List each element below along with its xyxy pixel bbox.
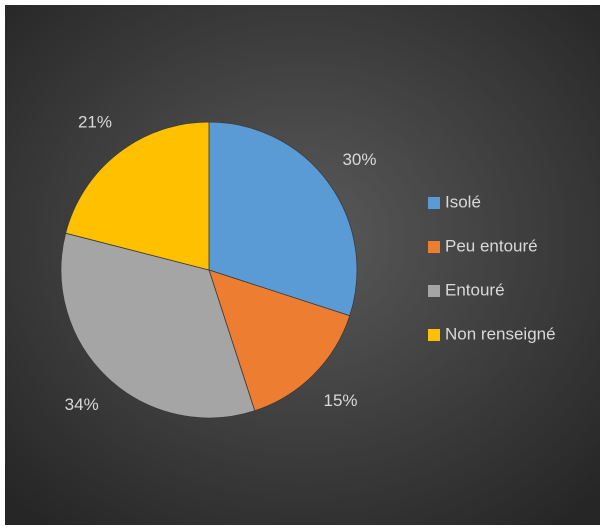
pie-slice xyxy=(208,269,351,412)
data-label: 21% xyxy=(78,113,112,132)
legend-label: Non renseigné xyxy=(445,324,556,343)
legend-swatch xyxy=(428,197,440,209)
pie-slice xyxy=(65,121,210,271)
legend-label: Entouré xyxy=(445,280,505,299)
data-label: 30% xyxy=(342,150,376,169)
legend-swatch xyxy=(428,329,440,341)
pie-slice xyxy=(60,232,256,419)
legend-label: Isolé xyxy=(445,192,481,211)
pie-slice xyxy=(208,121,358,317)
legend-swatch xyxy=(428,285,440,297)
legend-swatch xyxy=(428,241,440,253)
data-label: 34% xyxy=(65,395,99,414)
data-label: 15% xyxy=(324,391,358,410)
legend-label: Peu entouré xyxy=(445,236,538,255)
